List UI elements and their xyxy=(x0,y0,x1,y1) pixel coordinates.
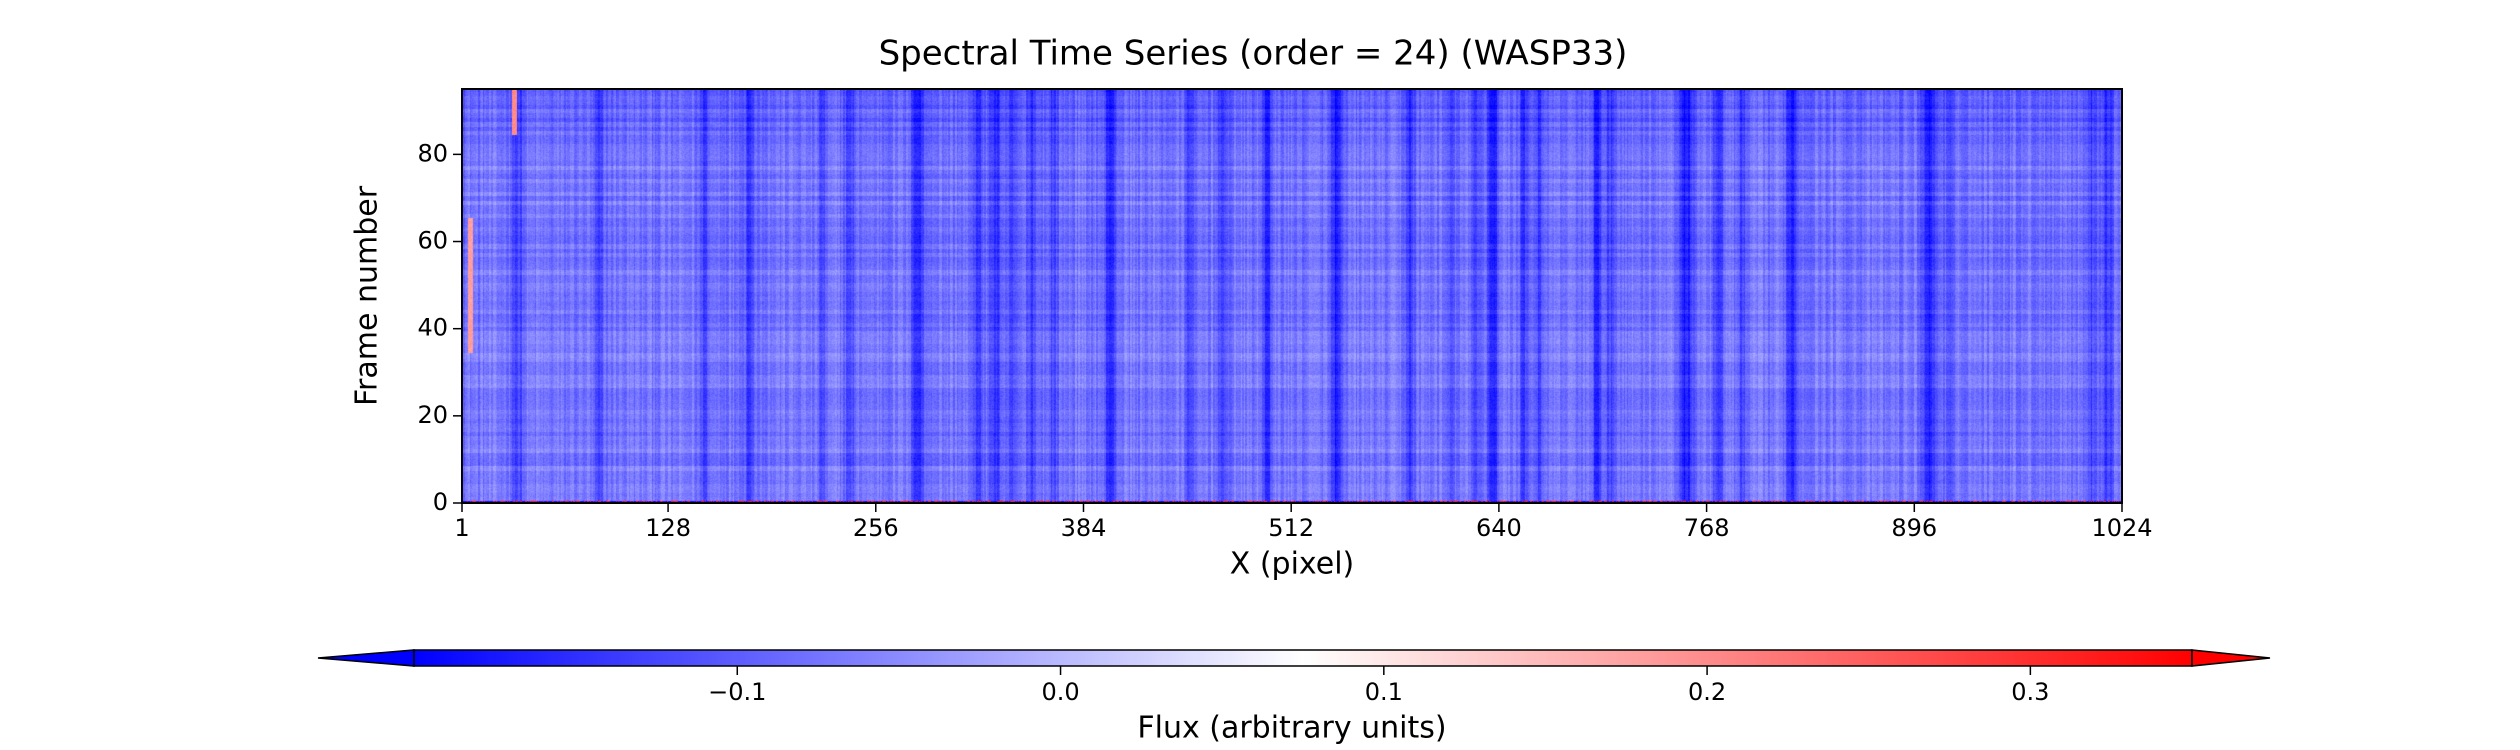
heatmap-canvas xyxy=(462,89,2122,503)
plot-frame xyxy=(461,88,2123,504)
heatmap xyxy=(462,89,2122,503)
colorbar-tick-label: 0.3 xyxy=(2011,678,2049,706)
x-tick-label: 768 xyxy=(1684,514,1730,542)
x-tick-label: 384 xyxy=(1061,514,1107,542)
colorbar-tick-label: 0.1 xyxy=(1365,678,1403,706)
chart-title: Spectral Time Series (order = 24) (WASP3… xyxy=(879,34,1628,74)
colorbar-extend-low xyxy=(317,649,415,667)
x-tick-label: 1024 xyxy=(2091,514,2152,542)
colorbar-tick-label: −0.1 xyxy=(708,678,766,706)
x-tick-label: 256 xyxy=(853,514,899,542)
y-axis-label: Frame number xyxy=(350,185,385,406)
x-axis-ticks: 1 128 256 384 512 640 768 896 1024 xyxy=(454,503,2153,542)
x-tick-label: 1 xyxy=(454,514,469,542)
x-tick-label: 640 xyxy=(1476,514,1522,542)
colorbar-extend-high xyxy=(2191,649,2271,667)
y-tick-label: 60 xyxy=(417,227,448,255)
x-tick-label: 512 xyxy=(1268,514,1314,542)
colorbar-tick-label: 0.0 xyxy=(1041,678,1079,706)
x-tick-label: 896 xyxy=(1891,514,1937,542)
y-tick-label: 20 xyxy=(417,401,448,429)
colorbar-label: Flux (arbitrary units) xyxy=(1137,711,1446,746)
y-tick-label: 40 xyxy=(417,314,448,342)
y-tick-label: 80 xyxy=(417,139,448,167)
y-axis-ticks: 0 20 40 60 80 xyxy=(417,139,462,516)
y-tick-label: 0 xyxy=(433,488,448,516)
colorbar-ticks: −0.1 0.0 0.1 0.2 0.3 xyxy=(708,666,2049,706)
colorbar-tick-label: 0.2 xyxy=(1688,678,1726,706)
x-axis-label: X (pixel) xyxy=(1230,547,1355,582)
colorbar-gradient xyxy=(413,649,2193,667)
colorbar: −0.1 0.0 0.1 0.2 0.3 Flux (arbitrary units) xyxy=(317,649,2271,746)
x-tick-label: 128 xyxy=(645,514,691,542)
